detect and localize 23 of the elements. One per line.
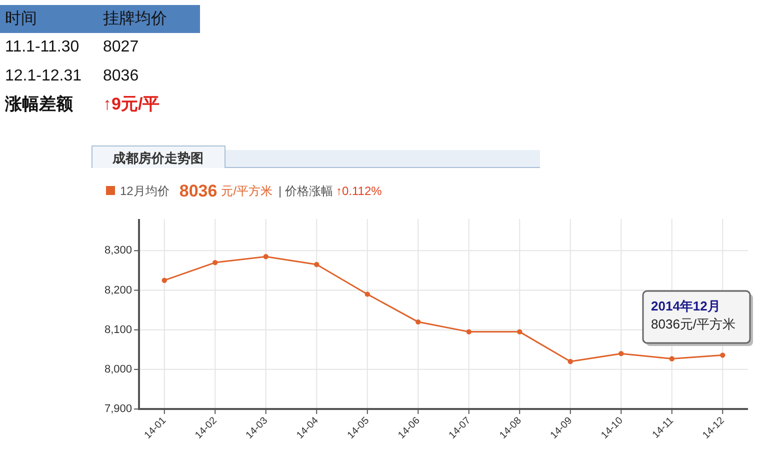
- y-tick-label: 8,100: [104, 324, 132, 336]
- point: [314, 262, 320, 268]
- tooltip: 2014年12月 8036元/平方米: [642, 290, 753, 346]
- point: [466, 329, 472, 334]
- point: [212, 260, 218, 266]
- summary-table: 时间 挂牌均价 11.1-11.30 8027 12.1-12.31 8036 涨幅差额 ↑9元/平: [0, 5, 200, 114]
- point: [517, 329, 522, 334]
- point: [618, 350, 624, 356]
- y-tick-label: 8,300: [104, 244, 132, 257]
- y-tick-label: 7,900: [104, 403, 132, 415]
- point: [162, 278, 167, 283]
- header-line: 12月均价 8036 元/平方米 | 价格涨幅 ↑0.112%: [106, 182, 382, 200]
- y-tick-label: 8,000: [104, 363, 132, 376]
- point: [364, 292, 370, 297]
- point: [416, 319, 421, 325]
- point: [720, 352, 726, 358]
- y-tick-label: 8,200: [104, 284, 132, 296]
- point: [669, 356, 674, 362]
- point: [263, 254, 268, 260]
- chart-title: 成都房价走势图: [112, 150, 204, 166]
- point: [568, 358, 573, 364]
- annotation: 2014年12月: [651, 298, 720, 314]
- annotation: 8036元/平方米: [651, 316, 736, 332]
